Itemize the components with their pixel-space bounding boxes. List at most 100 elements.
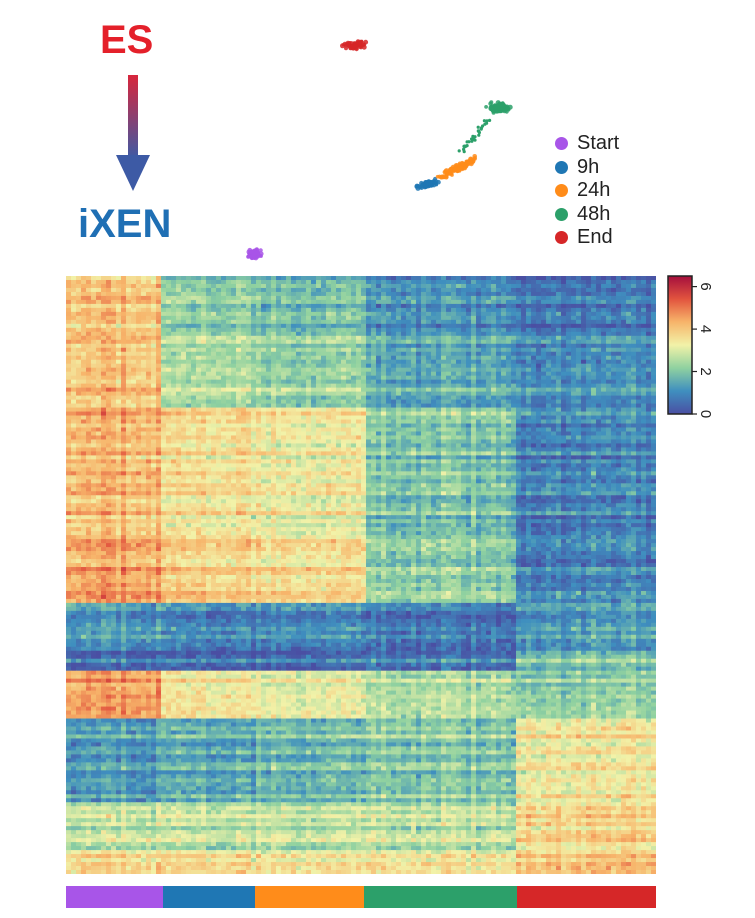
heatmap-cell	[641, 347, 647, 353]
heatmap-cell	[351, 307, 357, 313]
heatmap-cell	[611, 399, 617, 404]
heatmap-cell	[421, 299, 427, 305]
heatmap-cell	[506, 383, 512, 389]
heatmap-cell	[381, 363, 387, 369]
heatmap-cell	[216, 327, 222, 333]
heatmap-cell	[226, 279, 232, 285]
heatmap-cell	[476, 367, 482, 373]
heatmap-cell	[191, 311, 197, 317]
heatmap-cell	[571, 319, 577, 325]
heatmap-cell	[486, 279, 492, 285]
heatmap-cell	[456, 391, 462, 396]
heatmap-cell	[246, 331, 252, 337]
heatmap-cell	[596, 327, 602, 333]
heatmap-cell	[426, 307, 432, 313]
heatmap-cell	[276, 367, 282, 373]
heatmap-cell	[531, 347, 537, 353]
heatmap-cell	[451, 343, 457, 349]
heatmap-cell	[521, 327, 527, 333]
heatmap-cell	[431, 319, 437, 325]
heatmap-cell	[131, 315, 137, 321]
heatmap-cell	[366, 411, 372, 416]
heatmap-cell	[386, 347, 392, 353]
heatmap-cell	[246, 383, 252, 389]
heatmap-cell	[271, 423, 277, 428]
heatmap-cell	[326, 379, 332, 385]
heatmap-cell	[256, 359, 262, 365]
heatmap-cell	[71, 379, 77, 385]
heatmap-cell	[481, 367, 487, 373]
heatmap-cell	[436, 391, 442, 396]
heatmap-cell	[371, 323, 377, 329]
heatmap-cell	[226, 423, 232, 428]
heatmap-cell	[336, 279, 342, 285]
heatmap-cell	[111, 319, 117, 325]
heatmap-cell	[141, 423, 147, 428]
heatmap-cell	[316, 427, 322, 432]
heatmap-cell	[166, 407, 172, 412]
heatmap-cell	[331, 343, 337, 349]
heatmap-cell	[616, 351, 622, 357]
heatmap-cell	[451, 311, 457, 317]
heatmap-cell	[321, 351, 327, 357]
heatmap-cell	[381, 399, 387, 404]
heatmap-cell	[291, 331, 297, 337]
heatmap-cell	[516, 419, 522, 424]
heatmap-cell	[166, 279, 172, 285]
heatmap-cell	[546, 403, 552, 408]
heatmap-cell	[296, 379, 302, 385]
heatmap-cell	[556, 299, 562, 305]
heatmap-cell	[216, 419, 222, 424]
heatmap-cell	[191, 331, 197, 337]
heatmap-cell	[501, 383, 507, 389]
heatmap-cell	[511, 279, 517, 285]
heatmap-cell	[311, 371, 317, 377]
heatmap-cell	[431, 291, 437, 297]
heatmap-cell	[451, 351, 457, 357]
heatmap-cell	[161, 303, 167, 309]
heatmap-cell	[211, 287, 217, 293]
heatmap-cell	[381, 391, 387, 396]
heatmap-cell	[326, 276, 332, 281]
heatmap-cell	[171, 367, 177, 373]
heatmap-cell	[601, 411, 607, 416]
heatmap-cell	[146, 279, 152, 285]
heatmap-cell	[651, 407, 656, 412]
heatmap-cell	[531, 395, 537, 400]
heatmap-cell	[311, 407, 317, 412]
heatmap-cell	[131, 347, 137, 353]
heatmap-cell	[126, 323, 132, 329]
heatmap-cell	[91, 363, 97, 369]
heatmap-cell	[521, 399, 527, 404]
heatmap-cell	[446, 327, 452, 333]
heatmap-cell	[346, 375, 352, 381]
heatmap-cell	[476, 371, 482, 377]
heatmap-cell	[176, 351, 182, 357]
scatter-point	[246, 254, 250, 259]
heatmap-cell	[496, 355, 502, 361]
heatmap-cell	[76, 303, 82, 309]
heatmap-cell	[516, 307, 522, 313]
heatmap-cell	[231, 287, 237, 293]
heatmap-cell	[286, 355, 292, 361]
heatmap-cell	[326, 335, 332, 341]
heatmap-cell	[571, 295, 577, 301]
heatmap-cell	[326, 307, 332, 313]
heatmap-cell	[231, 327, 237, 333]
heatmap-cell	[471, 291, 477, 297]
heatmap-cell	[631, 407, 637, 412]
heatmap-cell	[586, 403, 592, 408]
heatmap-cell	[486, 399, 492, 404]
heatmap-cell	[631, 291, 637, 297]
heatmap-cell	[561, 363, 567, 369]
heatmap-cell	[66, 367, 72, 373]
heatmap-cell	[286, 427, 292, 432]
heatmap-cell	[456, 276, 462, 281]
heatmap-cell	[541, 375, 547, 381]
heatmap-cell	[226, 323, 232, 329]
heatmap-cell	[346, 291, 352, 297]
heatmap-cell	[481, 323, 487, 329]
heatmap-cell	[521, 395, 527, 400]
heatmap-cell	[591, 407, 597, 412]
heatmap-cell	[221, 295, 227, 301]
